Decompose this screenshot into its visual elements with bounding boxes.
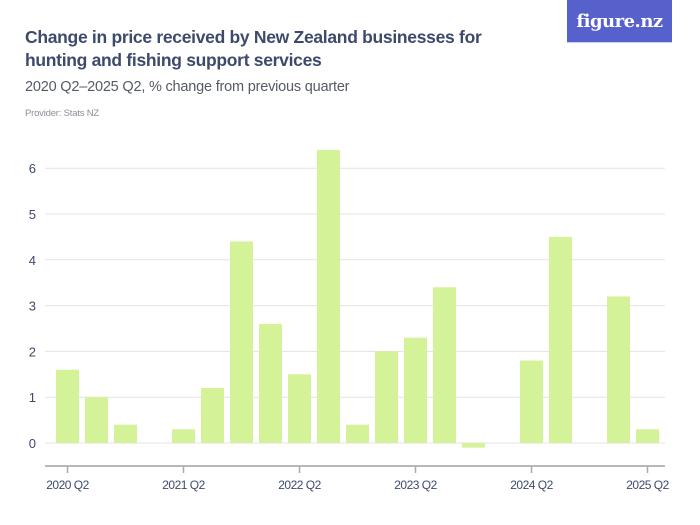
bar[interactable]: [114, 424, 137, 443]
bar[interactable]: [404, 337, 427, 443]
bar[interactable]: [201, 388, 224, 443]
bar[interactable]: [85, 397, 108, 443]
bar[interactable]: [607, 296, 630, 443]
bar[interactable]: [346, 424, 369, 443]
y-tick-label: 2: [29, 344, 36, 359]
gridlines: [45, 167, 665, 444]
bar[interactable]: [636, 429, 659, 443]
bar[interactable]: [288, 374, 311, 443]
y-tick-label: 3: [29, 299, 36, 314]
bar[interactable]: [462, 443, 485, 448]
y-tick-label: 6: [29, 161, 36, 176]
bar[interactable]: [230, 241, 253, 443]
bars: [56, 149, 659, 448]
logo-underline: [567, 42, 672, 43]
y-axis-ticks: 0 1 2 3 4 5 6: [29, 161, 36, 451]
bar[interactable]: [520, 360, 543, 443]
provider-label: Provider: Stats NZ: [25, 108, 100, 119]
bar[interactable]: [172, 429, 195, 443]
y-tick-label: 4: [29, 253, 36, 268]
y-tick-label: 5: [29, 207, 36, 222]
y-tick-label: 0: [29, 436, 36, 451]
bar[interactable]: [259, 323, 282, 443]
x-tick-label: 2022 Q2: [278, 478, 321, 492]
x-tick-label: 2021 Q2: [162, 478, 205, 492]
bar[interactable]: [433, 287, 456, 443]
x-axis: 2020 Q2 2021 Q2 2022 Q2 2023 Q2 2024 Q2 2025 …: [45, 465, 670, 492]
chart-title: Change in price received by New Zealand …: [25, 27, 482, 70]
bar[interactable]: [375, 351, 398, 443]
y-tick-label: 1: [29, 390, 36, 405]
x-tick-label: 2024 Q2: [510, 478, 553, 492]
x-tick-label: 2025 Q2: [626, 478, 669, 492]
bar[interactable]: [549, 236, 572, 443]
figure-nz-logo[interactable]: figure.nz: [567, 0, 672, 42]
chart-subtitle: 2020 Q2–2025 Q2, % change from previous …: [25, 79, 350, 95]
bar[interactable]: [317, 149, 340, 443]
x-tick-label: 2023 Q2: [394, 478, 437, 492]
x-tick-label: 2020 Q2: [46, 478, 89, 492]
bar[interactable]: [56, 369, 79, 443]
